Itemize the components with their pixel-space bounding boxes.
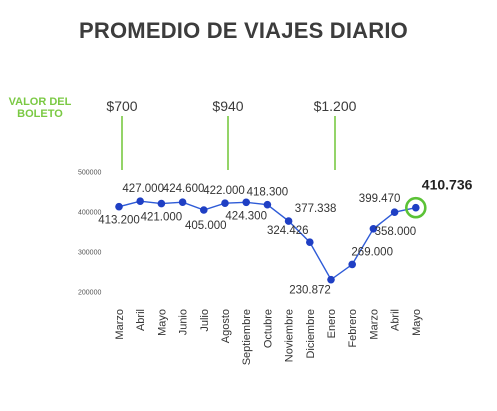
ticket-price-label-line2: BOLETO [17, 108, 63, 120]
x-tick-label: Julio [199, 309, 211, 332]
x-tick-label: Abril [390, 309, 402, 331]
data-point [221, 199, 229, 207]
data-label: 418.300 [247, 187, 289, 199]
x-tick-label: Agosto [220, 309, 232, 343]
x-tick-label: Abril [135, 309, 147, 331]
highlight-ring [404, 196, 427, 219]
y-tick-label: 400000 [78, 210, 101, 217]
data-label: 377.338 [295, 203, 337, 215]
data-point [200, 206, 208, 214]
price-marker-label: $700 [106, 98, 137, 114]
x-tick-label: Octubre [262, 309, 274, 348]
data-label: 230.872 [289, 285, 331, 297]
x-tick-label: Diciembre [305, 309, 317, 359]
x-tick-label: Enero [326, 309, 338, 338]
data-label: 405.000 [185, 220, 227, 232]
data-label: 269.000 [351, 246, 393, 258]
data-label: 424.300 [225, 210, 267, 222]
data-point [348, 260, 357, 269]
price-marker-label: $940 [212, 98, 243, 114]
y-tick-label: 300000 [78, 250, 101, 257]
ticket-price-label-line1: VALOR DEL [8, 96, 72, 108]
data-point [178, 198, 187, 206]
data-label: 358.000 [375, 226, 417, 238]
x-tick-label: Marzo [114, 309, 126, 340]
data-point [284, 217, 293, 225]
x-tick-label: Noviembre [284, 309, 296, 362]
data-label: 427.000 [122, 183, 164, 195]
y-tick-label: 200000 [78, 290, 101, 297]
y-tick-label: 500000 [78, 170, 101, 177]
data-label: 422.000 [203, 185, 245, 197]
data-point [369, 225, 378, 233]
data-point [412, 203, 420, 212]
data-label: 424.600 [163, 183, 205, 195]
data-point [263, 200, 272, 209]
data-label: 399.470 [359, 193, 401, 205]
data-point [327, 275, 335, 284]
data-point [390, 208, 399, 217]
data-point [242, 198, 250, 207]
data-label: 324.426 [267, 225, 309, 237]
x-tick-label: Junio [178, 309, 190, 335]
x-tick-label: Marzo [368, 309, 380, 340]
price-marker-label: $1.200 [314, 98, 357, 114]
x-tick-label: Mayo [156, 309, 168, 336]
data-point [115, 202, 123, 211]
data-label: 421.000 [141, 212, 183, 224]
x-tick-label: Mayo [411, 309, 423, 336]
data-point [136, 197, 144, 205]
data-label-highlight: 410.736 [422, 177, 473, 193]
data-label: 413.200 [98, 215, 140, 227]
ticket-price-label: VALOR DEL BOLETO [2, 96, 78, 120]
data-point [306, 238, 314, 247]
chart-title: PROMEDIO DE VIAJES DIARIO [79, 18, 408, 43]
data-point [157, 199, 166, 208]
x-tick-label: Febrero [347, 309, 359, 348]
x-tick-label: Septiembre [241, 309, 253, 365]
